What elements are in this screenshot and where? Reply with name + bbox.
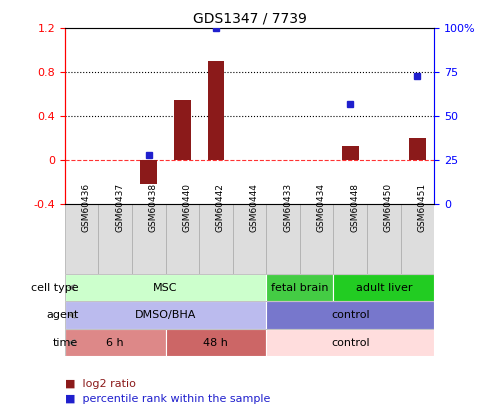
Text: GSM60440: GSM60440 — [182, 183, 191, 232]
Text: DMSO/BHA: DMSO/BHA — [135, 310, 196, 320]
Bar — [409, 138, 426, 160]
Text: cell type: cell type — [30, 283, 78, 292]
Bar — [140, 160, 157, 184]
Text: GSM60436: GSM60436 — [82, 183, 91, 232]
Text: GSM60438: GSM60438 — [149, 183, 158, 232]
FancyBboxPatch shape — [300, 204, 333, 274]
FancyBboxPatch shape — [65, 204, 98, 274]
Bar — [174, 100, 191, 160]
Text: control: control — [331, 310, 370, 320]
Text: GSM60451: GSM60451 — [417, 183, 426, 232]
FancyBboxPatch shape — [65, 329, 166, 356]
Text: GSM60434: GSM60434 — [317, 183, 326, 232]
Text: 48 h: 48 h — [204, 338, 229, 347]
FancyBboxPatch shape — [199, 204, 233, 274]
Text: ■  log2 ratio: ■ log2 ratio — [65, 379, 136, 389]
FancyBboxPatch shape — [401, 204, 434, 274]
FancyBboxPatch shape — [333, 274, 434, 301]
FancyBboxPatch shape — [132, 204, 166, 274]
FancyBboxPatch shape — [166, 204, 199, 274]
FancyBboxPatch shape — [98, 204, 132, 274]
Text: GSM60433: GSM60433 — [283, 183, 292, 232]
Title: GDS1347 / 7739: GDS1347 / 7739 — [193, 12, 306, 26]
Text: 6 h: 6 h — [106, 338, 124, 347]
Text: MSC: MSC — [153, 283, 178, 292]
FancyBboxPatch shape — [233, 204, 266, 274]
FancyBboxPatch shape — [333, 204, 367, 274]
Text: GSM60442: GSM60442 — [216, 183, 225, 232]
FancyBboxPatch shape — [166, 329, 266, 356]
FancyBboxPatch shape — [367, 204, 401, 274]
FancyBboxPatch shape — [266, 274, 333, 301]
FancyBboxPatch shape — [266, 329, 434, 356]
Text: ■  percentile rank within the sample: ■ percentile rank within the sample — [65, 394, 270, 404]
Text: control: control — [331, 338, 370, 347]
Text: GSM60437: GSM60437 — [115, 183, 124, 232]
FancyBboxPatch shape — [65, 301, 266, 329]
FancyBboxPatch shape — [65, 274, 266, 301]
Text: adult liver: adult liver — [355, 283, 412, 292]
Text: GSM60450: GSM60450 — [384, 183, 393, 232]
Bar — [342, 145, 359, 160]
Text: fetal brain: fetal brain — [271, 283, 329, 292]
Text: GSM60444: GSM60444 — [250, 183, 258, 232]
FancyBboxPatch shape — [266, 204, 300, 274]
Text: agent: agent — [46, 310, 78, 320]
FancyBboxPatch shape — [266, 301, 434, 329]
Bar — [208, 61, 225, 160]
Text: GSM60448: GSM60448 — [350, 183, 359, 232]
Text: time: time — [53, 338, 78, 347]
